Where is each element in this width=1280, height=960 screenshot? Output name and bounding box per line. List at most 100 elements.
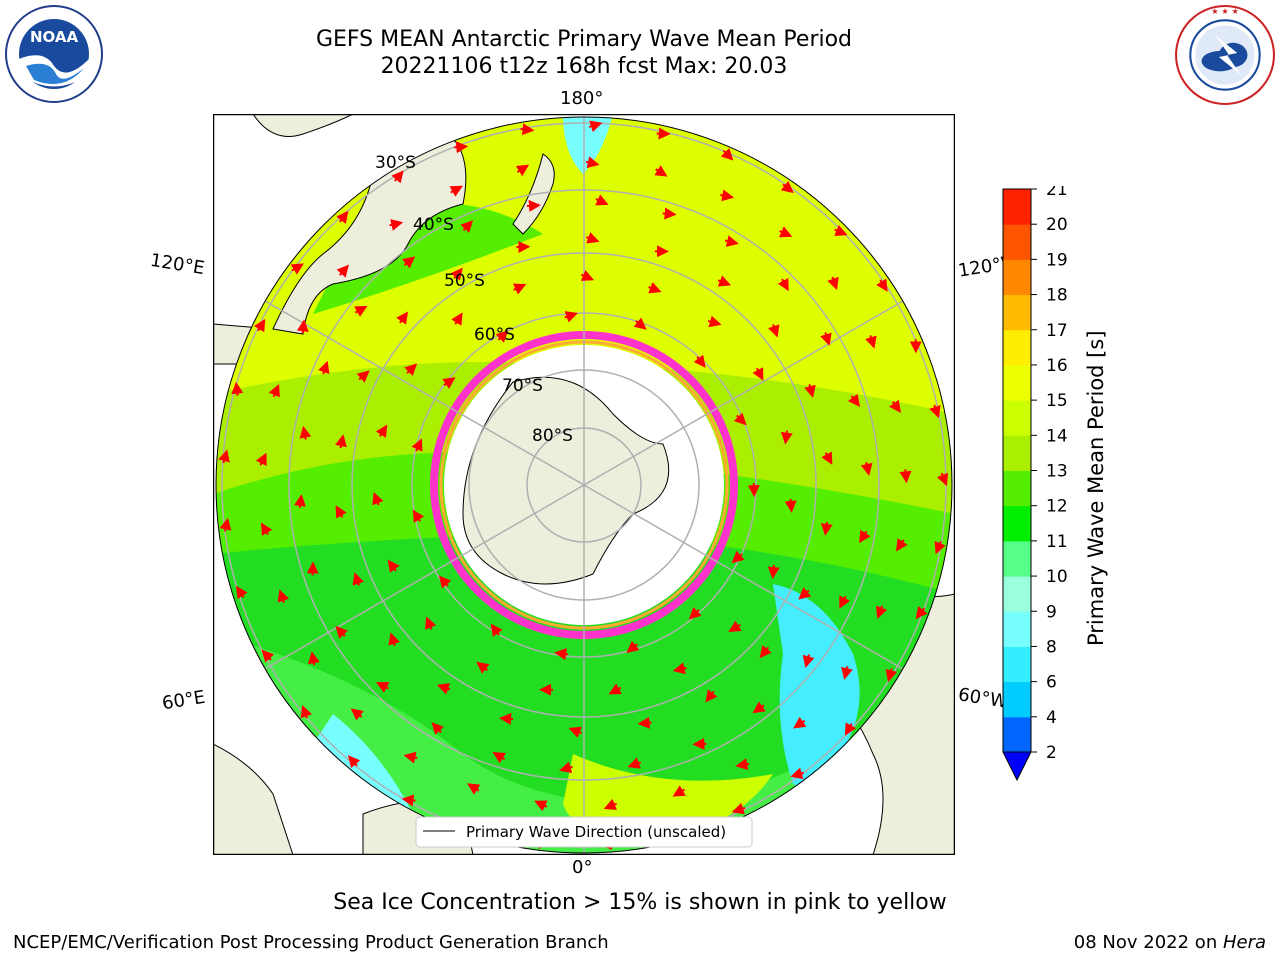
colorbar-block	[1003, 505, 1031, 542]
wave-direction-arrow	[425, 616, 437, 630]
wave-direction-arrow	[236, 585, 248, 600]
lat-label-30s: 30°S	[375, 153, 416, 173]
wave-direction-arrow	[731, 802, 746, 815]
wave-direction-arrow	[780, 430, 793, 445]
wave-direction-arrow	[693, 354, 706, 368]
wave-direction-arrow	[820, 332, 832, 346]
colorbar-block	[1003, 400, 1031, 436]
wave-direction-arrow	[720, 189, 735, 202]
colorbar-tick-label: 11	[1046, 532, 1068, 552]
wave-direction-arrow	[492, 751, 506, 764]
wave-direction-arrow	[388, 632, 400, 647]
wave-direction-arrow	[554, 648, 569, 661]
wave-direction-arrow	[296, 319, 309, 334]
colorbar-tick-label: 21	[1046, 186, 1068, 200]
footer-credit: NCEP/EMC/Verification Post Processing Pr…	[13, 932, 609, 953]
lat-label-70s: 70°S	[502, 376, 543, 396]
colorbar-under-triangle	[1002, 751, 1032, 782]
wave-direction-arrow	[637, 716, 652, 729]
colorbar-tick-label: 9	[1046, 602, 1057, 622]
wave-direction-arrow	[728, 620, 742, 633]
wave-direction-arrow	[495, 330, 509, 343]
colorbar-tick-label: 13	[1046, 462, 1068, 482]
polar-wave-period-map: 30°S 40°S 50°S 60°S 70°S 80°S Primary Wa…	[213, 114, 955, 855]
wave-direction-arrow	[608, 683, 622, 695]
wave-direction-arrow	[580, 269, 595, 281]
colorbar-tick-label: 15	[1046, 391, 1068, 411]
wave-direction-arrow	[731, 550, 745, 564]
wave-direction-arrow	[839, 595, 851, 609]
wave-direction-arrow	[490, 623, 503, 637]
wave-direction-arrow	[899, 469, 912, 484]
wave-direction-arrow	[356, 370, 370, 383]
colorbar-block	[1003, 576, 1031, 612]
wave-direction-arrow	[759, 645, 772, 659]
footer-date-text: 08 Nov 2022 on	[1073, 932, 1223, 953]
wave-direction-arrow	[915, 606, 928, 620]
wave-direction-arrow	[735, 758, 750, 771]
wave-direction-arrow	[720, 147, 734, 161]
colorbar-block	[1003, 189, 1031, 225]
wave-direction-arrow	[499, 712, 514, 725]
wave-direction-arrow	[827, 276, 839, 291]
map-title: GEFS MEAN Antarctic Primary Wave Mean Pe…	[315, 27, 853, 52]
wave-direction-arrow	[859, 529, 871, 544]
wave-direction-arrow	[847, 393, 861, 408]
lat-label-40s: 40°S	[413, 215, 454, 235]
wave-direction-arrow	[401, 794, 416, 807]
wave-direction-arrow	[336, 210, 349, 224]
wave-direction-arrow	[724, 235, 739, 247]
wave-direction-arrow	[335, 434, 347, 449]
wave-direction-arrow	[431, 722, 445, 735]
colorbar-block	[1003, 716, 1031, 753]
sea-ice-note: Sea Ice Concentration > 15% is shown in …	[333, 890, 947, 915]
wave-direction-arrow	[294, 494, 306, 509]
lat-label-50s: 50°S	[444, 271, 485, 291]
wave-direction-arrow	[559, 761, 573, 774]
wave-direction-arrow	[515, 164, 530, 177]
nws-logo: ★ ★ ★	[1175, 5, 1275, 105]
map-legend: Primary Wave Direction (unscaled)	[415, 816, 753, 848]
colorbar-tick-label: 18	[1046, 286, 1068, 306]
wave-direction-arrow	[585, 156, 600, 169]
wave-direction-arrows	[218, 120, 949, 850]
wave-direction-arrow	[350, 708, 364, 721]
wave-direction-arrow	[844, 722, 857, 736]
lon-label-120e: 120°E	[148, 249, 207, 280]
noaa-logo: NOAA	[5, 5, 103, 103]
wave-direction-arrow	[876, 278, 888, 292]
wave-direction-arrow	[804, 384, 816, 398]
wave-direction-arrow	[387, 559, 400, 573]
wave-direction-arrow	[347, 755, 361, 769]
wave-direction-arrow	[865, 335, 877, 349]
wave-direction-arrow	[277, 589, 290, 603]
wave-direction-arrow	[895, 538, 908, 552]
lat-label-80s: 80°S	[532, 426, 573, 446]
wave-direction-arrow	[672, 662, 687, 675]
lat-label-60s: 60°S	[474, 325, 515, 345]
wave-direction-arrow	[860, 461, 873, 476]
wave-direction-arrow	[449, 185, 463, 197]
wave-period-field	[216, 117, 952, 853]
legend-text: Primary Wave Direction (unscaled)	[466, 823, 726, 841]
wave-direction-arrow	[821, 451, 833, 465]
wave-direction-arrow	[662, 207, 677, 220]
lon-label-0: 0°	[572, 857, 593, 878]
colorbar-tick-label: 14	[1046, 426, 1068, 446]
wave-direction-arrow	[733, 412, 747, 426]
colorbar-block	[1003, 540, 1031, 577]
wave-direction-arrow	[595, 194, 609, 206]
wave-direction-arrow	[626, 640, 640, 653]
colorbar-tick-label: 10	[1046, 567, 1068, 587]
wave-direction-arrow	[219, 517, 232, 532]
colorbar-block	[1003, 611, 1031, 647]
wave-direction-arrow	[335, 625, 349, 639]
wave-direction-arrow	[603, 798, 617, 810]
wave-direction-arrow	[929, 404, 941, 419]
wave-direction-arrow	[798, 587, 812, 600]
wave-direction-arrow	[936, 472, 949, 487]
colorbar-tick-label: 17	[1046, 321, 1068, 341]
colorbar-block	[1003, 259, 1031, 296]
wave-direction-arrow	[526, 199, 541, 212]
wave-direction-arrow	[255, 452, 267, 466]
